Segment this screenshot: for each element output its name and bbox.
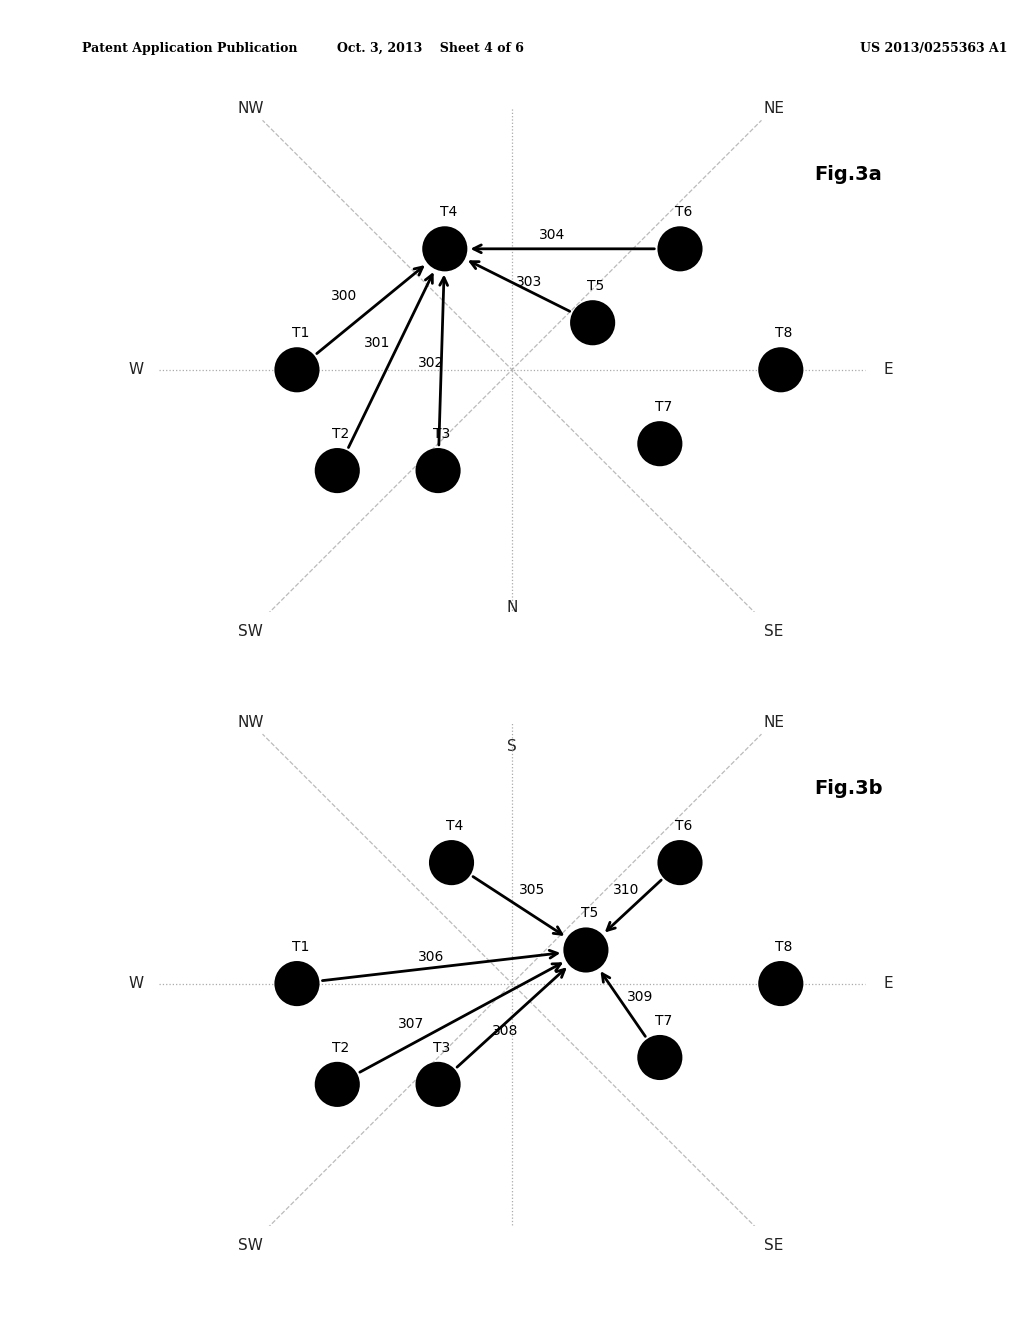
Text: Fig.3a: Fig.3a [814,165,882,185]
Circle shape [316,1063,358,1106]
Text: T1: T1 [292,326,309,341]
Circle shape [430,841,473,884]
Text: T8: T8 [775,940,793,954]
Text: T6: T6 [675,818,692,833]
Circle shape [424,227,466,271]
Text: NW: NW [238,100,264,116]
Text: T2: T2 [332,1040,349,1055]
Text: N: N [506,599,518,615]
Circle shape [639,422,681,465]
Text: Fig.3b: Fig.3b [814,779,883,799]
Text: T8: T8 [775,326,793,341]
Text: 303: 303 [516,276,542,289]
Text: 307: 307 [398,1016,424,1031]
Text: SE: SE [764,1238,783,1253]
Text: T7: T7 [654,400,672,414]
Text: E: E [884,975,893,991]
Circle shape [565,929,607,972]
Text: 304: 304 [540,228,565,243]
Text: 308: 308 [493,1023,518,1038]
Text: 301: 301 [365,335,391,350]
Text: S: S [507,739,517,754]
Circle shape [316,449,358,492]
Text: E: E [884,362,893,378]
Text: T5: T5 [588,279,604,293]
Circle shape [639,1036,681,1078]
Text: Patent Application Publication: Patent Application Publication [82,42,297,55]
Circle shape [571,301,613,345]
Text: T1: T1 [292,940,309,954]
Text: SE: SE [764,624,783,639]
Text: 305: 305 [519,883,546,896]
Text: T4: T4 [439,205,457,219]
Circle shape [760,962,802,1005]
Text: 302: 302 [418,356,444,370]
Text: 300: 300 [331,289,357,302]
Circle shape [417,1063,459,1106]
Text: T3: T3 [433,426,451,441]
Text: 306: 306 [418,949,444,964]
Text: US 2013/0255363 A1: US 2013/0255363 A1 [860,42,1008,55]
Circle shape [275,962,318,1005]
Circle shape [417,449,459,492]
Text: 309: 309 [627,990,653,1005]
Circle shape [760,348,802,391]
Text: T4: T4 [446,818,464,833]
Circle shape [658,227,701,271]
Text: T3: T3 [433,1040,451,1055]
Text: T2: T2 [332,426,349,441]
Text: 310: 310 [613,883,639,896]
Text: W: W [128,975,143,991]
Text: T6: T6 [675,205,692,219]
Text: W: W [128,362,143,378]
Text: NE: NE [763,100,784,116]
Text: Oct. 3, 2013    Sheet 4 of 6: Oct. 3, 2013 Sheet 4 of 6 [337,42,523,55]
Text: T5: T5 [581,907,598,920]
Text: SW: SW [238,1238,263,1253]
Circle shape [658,841,701,884]
Text: SW: SW [238,624,263,639]
Circle shape [275,348,318,391]
Text: NW: NW [238,714,264,730]
Text: NE: NE [763,714,784,730]
Text: T7: T7 [654,1014,672,1028]
